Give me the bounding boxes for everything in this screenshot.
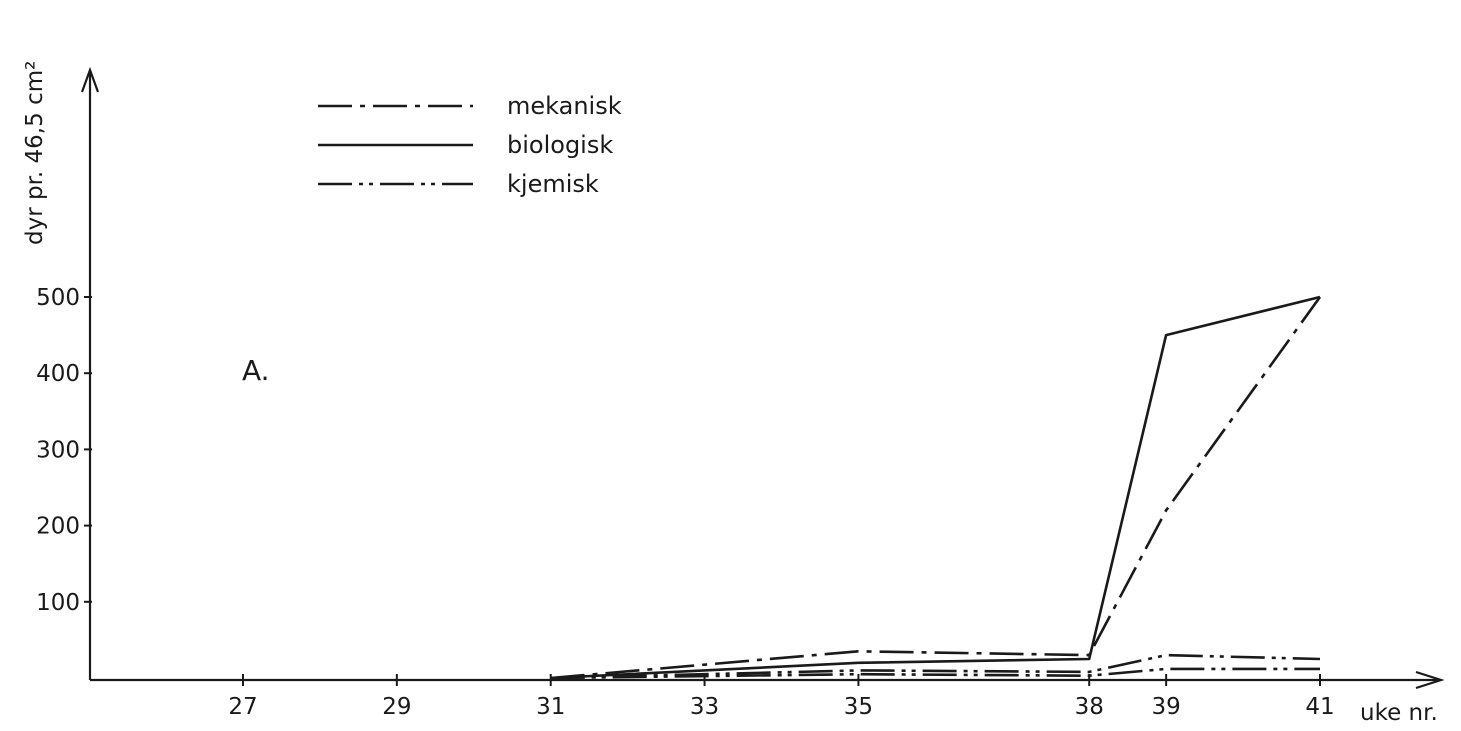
legend-label-biologisk: biologisk [507,131,613,159]
x-tick-label: 29 [382,694,411,720]
y-tick-label: 100 [36,590,80,616]
series-line-mekanisk [550,296,1322,680]
x-tick-label: 35 [844,694,873,720]
x-tick-label: 33 [690,694,719,720]
x-axis-label: uke nr. [1360,700,1438,726]
series-line-kjemisk [550,667,1320,680]
y-axis-arrowhead [80,66,100,93]
y-tick-label: 300 [36,437,80,463]
series-line-biologisk [550,295,1321,680]
axes: 100 200 300 400 500 27 29 31 33 35 38 39 41 [36,66,1445,720]
series-lines [550,295,1322,680]
x-tick-label: 39 [1152,694,1181,720]
y-tick-label: 200 [36,514,80,540]
x-tick-label: 27 [228,694,257,720]
panel-label: A. [242,354,270,387]
x-axis-arrowhead [1415,670,1445,690]
legend: mekanisk biologisk kjemisk [318,92,622,198]
x-tick-label: 38 [1075,694,1104,720]
y-tick-label: 400 [36,361,80,387]
y-tick-label: 500 [36,285,80,311]
x-tick-label: 41 [1305,694,1334,720]
y-axis-label: dyr pr. 46,5 cm² [22,61,48,245]
x-tick-label: 31 [536,694,565,720]
legend-label-kjemisk: kjemisk [507,170,599,198]
legend-label-mekanisk: mekanisk [507,92,622,120]
series-line-extra-1 [550,653,1321,680]
